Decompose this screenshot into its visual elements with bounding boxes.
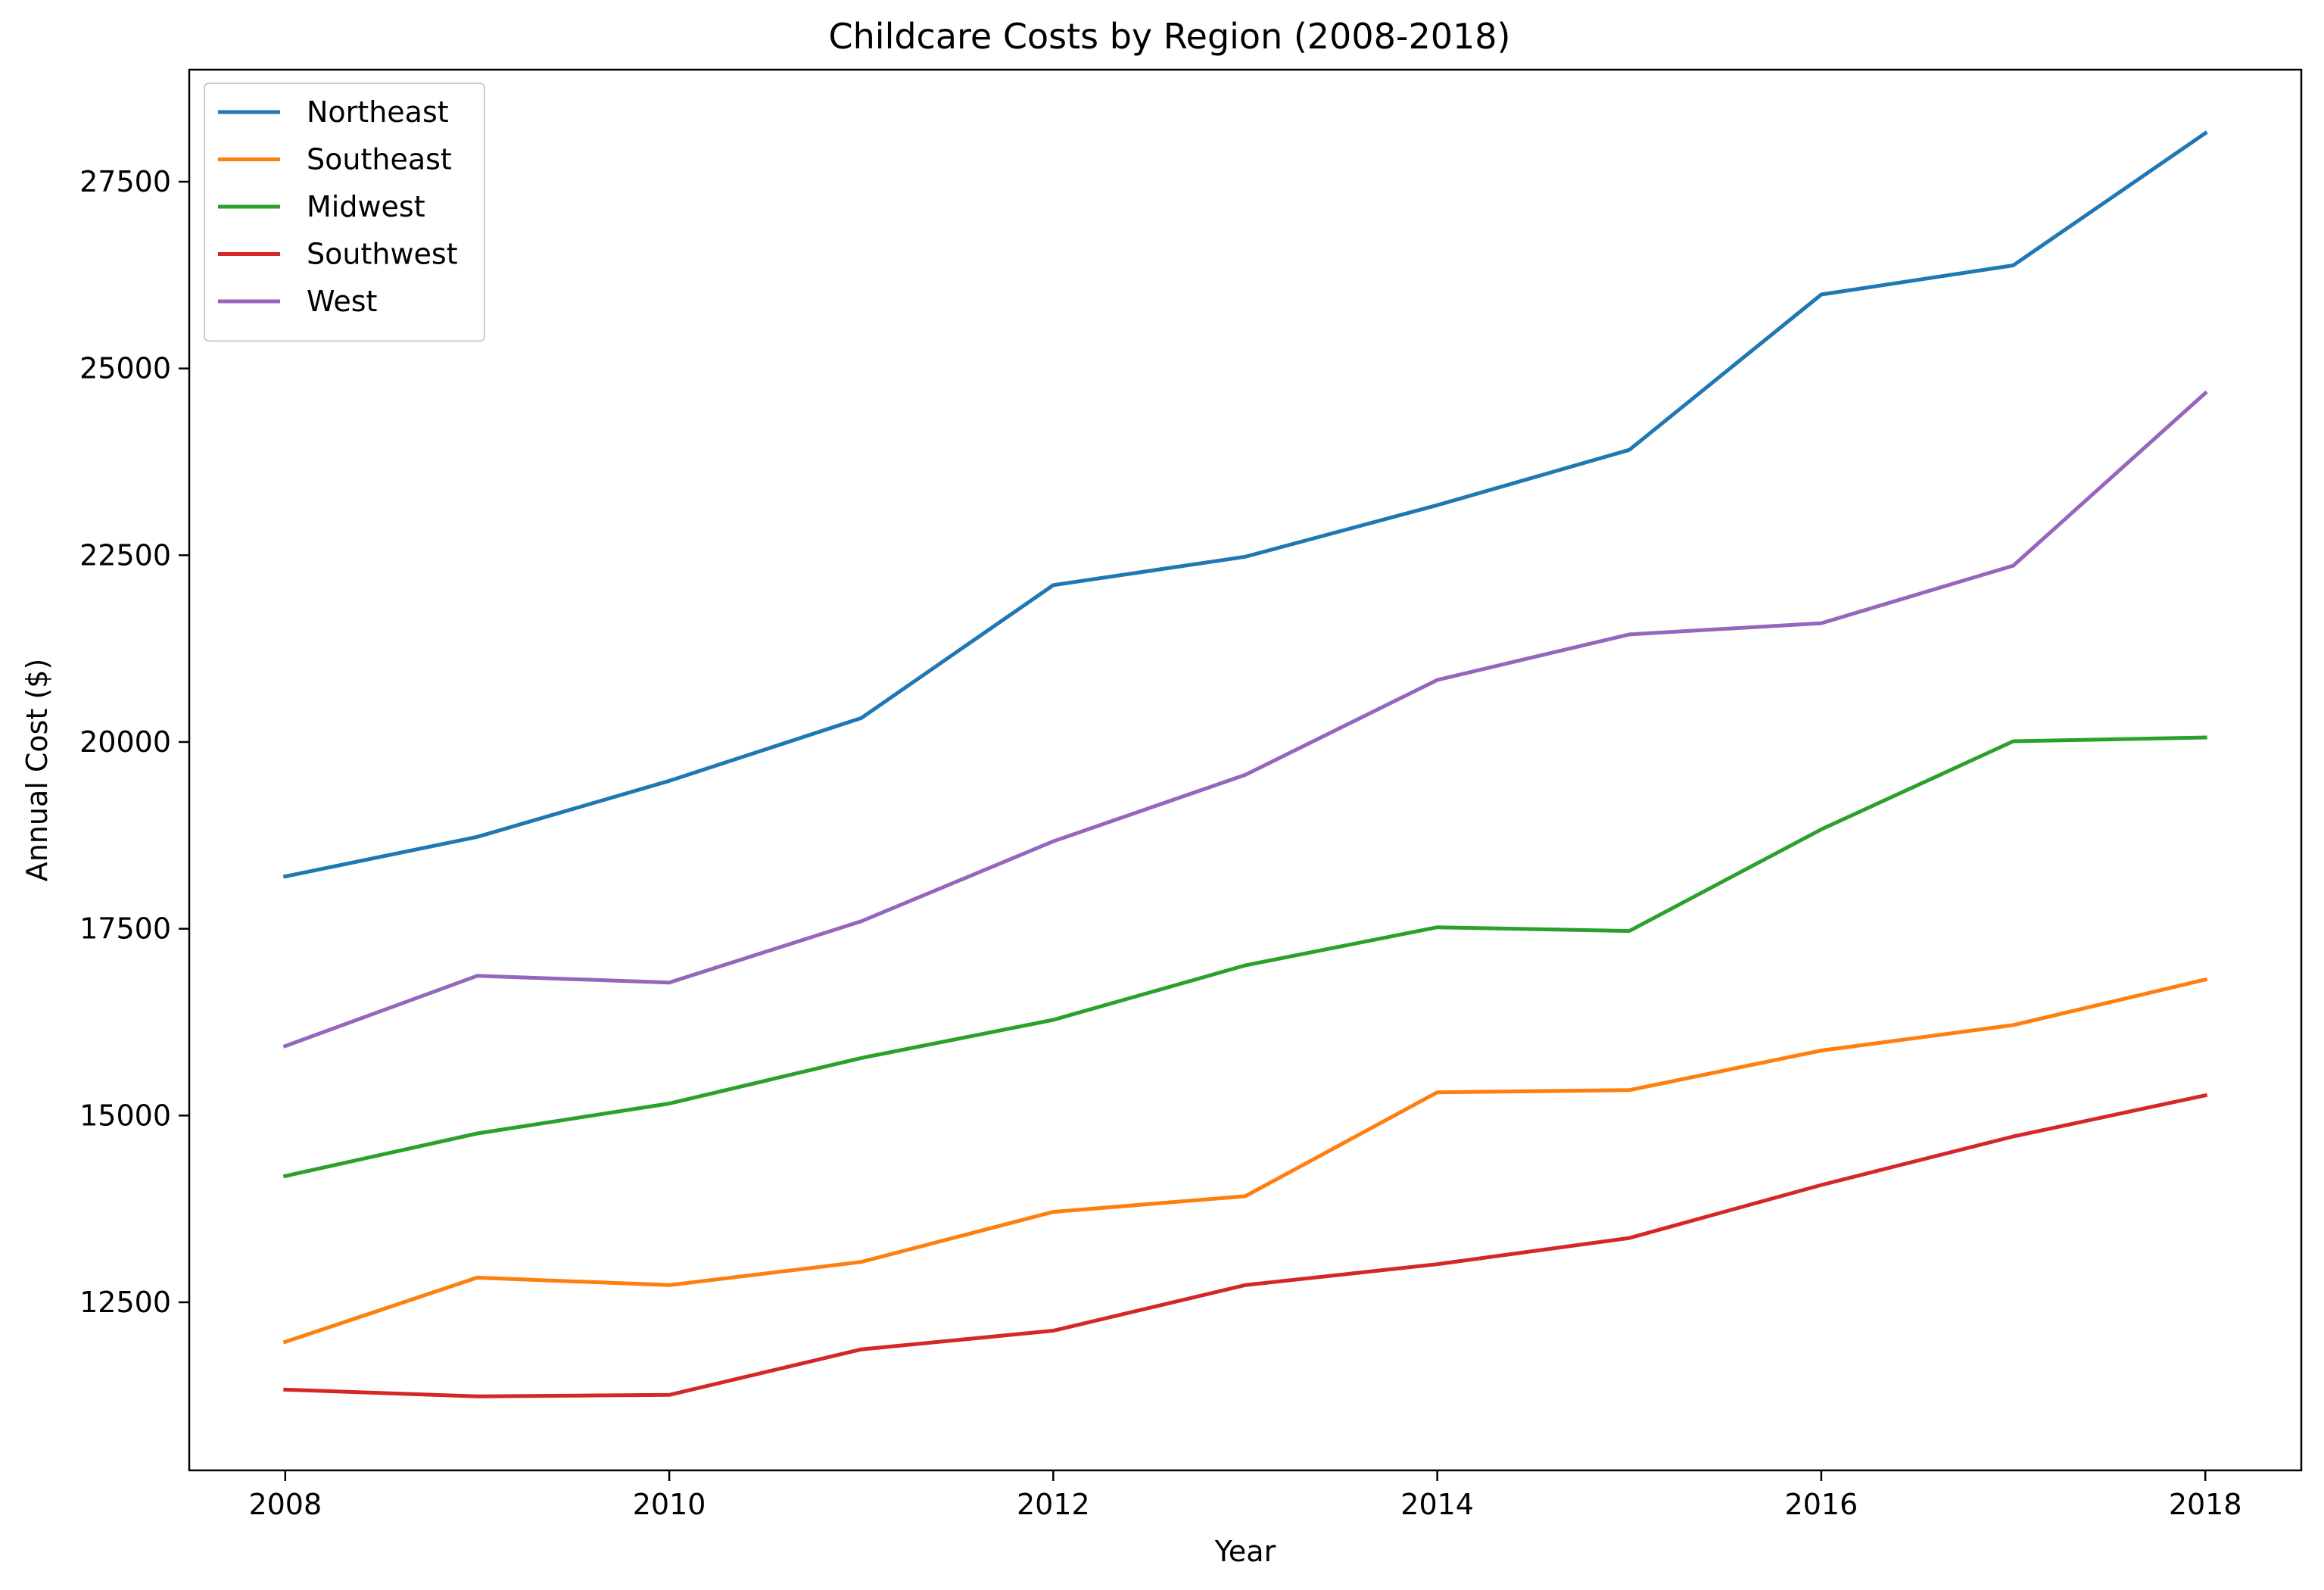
legend-label-midwest: Midwest [307, 190, 425, 223]
y-tick-label-15000: 15000 [79, 1099, 171, 1132]
y-tick-label-12500: 12500 [79, 1286, 171, 1319]
legend-label-southwest: Southwest [307, 238, 458, 271]
axes-frame [188, 68, 2303, 1472]
series-line-west [282, 390, 2208, 1049]
x-tick-label-2018: 2018 [2169, 1488, 2242, 1521]
plot-area [282, 130, 2208, 1398]
y-axis-title: Annual Cost ($) [20, 659, 54, 882]
y-tick-label-17500: 17500 [79, 912, 171, 946]
series-line-midwest [282, 735, 2207, 1179]
x-tick-label-2012: 2012 [1017, 1488, 1090, 1521]
x-tick-label-2014: 2014 [1400, 1488, 1474, 1521]
series-line-southeast [282, 977, 2208, 1345]
x-axis-title: Year [1214, 1535, 1276, 1568]
series-line-southwest [283, 1093, 2208, 1398]
x-tick-label-2008: 2008 [248, 1488, 322, 1521]
y-tick-label-25000: 25000 [79, 352, 171, 385]
y-tick-label-22500: 22500 [79, 538, 171, 572]
y-tick-label-27500: 27500 [79, 165, 171, 198]
y-tick-label-20000: 20000 [79, 725, 171, 759]
series-line-northeast [282, 130, 2208, 879]
chart-title: Childcare Costs by Region (2008-2018) [829, 16, 1511, 57]
x-tick-label-2016: 2016 [1785, 1488, 1858, 1521]
axes: 2008 2010 2012 2014 2016 2018 12500 15000 17500 2… [79, 68, 2303, 1521]
legend: Northeast Southeast Midwest Southwest West [204, 83, 485, 342]
legend-label-west: West [307, 285, 377, 318]
x-tick-label-2010: 2010 [633, 1488, 706, 1521]
legend-label-southeast: Southeast [307, 143, 452, 176]
legend-label-northeast: Northeast [307, 95, 449, 129]
legend-box [204, 83, 485, 342]
